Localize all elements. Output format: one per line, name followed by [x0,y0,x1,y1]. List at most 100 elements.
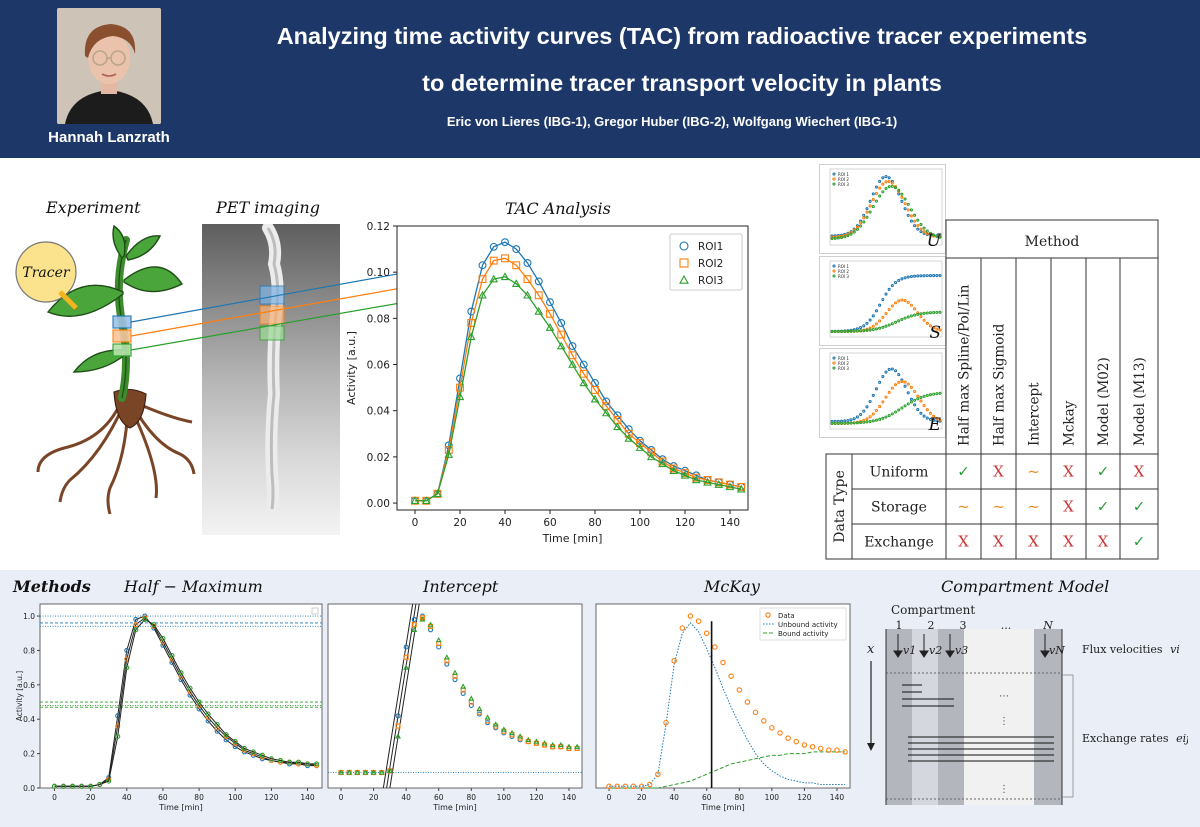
thumbnail-point [906,382,910,386]
thumbnail-point [919,315,923,319]
half-max-data-point [142,616,148,623]
thumbnail-point [935,392,939,396]
method-xtick-label: 0 [52,793,57,802]
velocity-v2: v2 [929,644,942,657]
thumbnail-legend-label: ROI 1 [838,172,849,177]
thumbnail-point [836,236,840,240]
thumbnail-point [865,215,869,219]
thumbnail-point [871,192,875,196]
thumbnail-frame [829,352,943,430]
intercept-data-point [476,705,483,712]
intercept-data-point [419,616,426,622]
half-max-data-point [214,728,220,734]
thumbnail-point [881,400,885,404]
intercept-data-point [395,733,401,739]
thumbnail-point [893,301,898,305]
intercept-data-point [346,769,353,775]
tac-data-point [579,378,589,387]
thumbnail-point [909,303,913,307]
thumbnail-point [830,421,834,425]
mckay-data-point [687,613,694,619]
intercept-data-point [395,723,401,729]
thumbnail-point [928,324,933,328]
method-ytick-label: 0.0 [23,784,35,793]
thumbnail-point [852,421,856,425]
intercept-data-point [492,721,499,727]
thumbnail-point [868,199,872,203]
thumbnail-point [928,417,933,421]
table-cell-value: ✓ [957,463,970,481]
mckay-legend-label-data: Data [778,612,795,620]
thumbnail-point [922,274,926,278]
poster-title-line2: to determine tracer transport velocity i… [422,70,942,96]
thumbnail-point [938,418,942,422]
half-max-data-point [205,718,211,724]
thumbnail-point [906,402,910,406]
thumbnail-point [887,176,891,180]
method-xtick-label: 0 [607,793,612,802]
thumbnail-point [913,224,917,228]
intercept-data-point [500,726,507,732]
table-cell-value: ✓ [1097,463,1110,481]
tac-legend-marker [679,274,689,284]
thumbnail-point [855,227,859,231]
tac-data-point [489,274,499,283]
table-row-label: Uniform [870,465,929,481]
thumbnail-legend-marker [832,182,836,186]
tac-data-point [546,298,554,307]
method-ytick-label: 0.8 [23,646,35,655]
tac-series-line [415,257,742,502]
half-max-data-point [223,737,229,743]
thumbnail-point [913,213,917,217]
tac-data-point [703,476,712,484]
method-xtick-label: 120 [264,793,279,802]
thumbnail-legend-label: ROI 3 [838,366,849,371]
thumbnail-point [919,399,923,403]
method-xlabel: Time [min] [700,803,744,812]
thumbnail-point [900,298,904,302]
tac-data-point [669,466,679,475]
thumbnail-point [922,226,926,230]
tac-ytick-label: 0.10 [367,267,390,279]
thumbnail-point [884,415,888,419]
thumbnail-point [881,297,885,302]
mckay-data-point [622,783,629,790]
thumbnail-legend-marker [832,361,836,365]
thumbnail-point [874,309,879,313]
thumbnail-point [893,383,898,387]
table-cell-value: X [993,463,1004,481]
thumbnail-point [859,420,863,425]
thumbnail-point [925,321,929,325]
table-cell-value: X [1028,533,1039,551]
thumbnail-point [935,234,939,238]
svg-text:Exchange rates eij: Exchange rates eij [1082,732,1188,745]
thumbnail-point [922,230,926,234]
methods-title: Methods [13,577,91,596]
tac-data-point [421,496,431,505]
thumbnail-point [878,404,882,408]
thumbnail-point [874,418,879,422]
thumbnail-point [928,311,933,315]
half-max-data-point [88,783,94,789]
thumbnail-point [919,274,923,278]
presenter-photo [57,8,161,124]
thumbnail-point [862,213,866,217]
table-cell-value: X [1063,498,1074,516]
intercept-data-point [354,769,361,775]
thumbnail-point [890,322,894,326]
pet-imaging-label: PET imaging [216,198,320,217]
method-xtick-label: 60 [434,793,444,802]
tac-data-point [557,330,566,339]
thumbnail-point [925,232,929,236]
mckay-data-point [638,783,645,790]
thumbnail-point [881,190,885,194]
thumbnail-point [916,227,920,231]
thumbnail-point [843,233,847,237]
thumbnail-point [913,307,917,311]
svg-text:Flux velocities vi: Flux velocities vi [1082,643,1180,656]
thumbnail-point [932,233,936,237]
half-max-data-point [124,665,130,671]
mckay-legend-marker-data [765,612,771,618]
thumbnail-point [884,324,888,328]
method-comparison-table: Method Half max Spline/Pol/Lin Half max Si… [825,219,1159,560]
